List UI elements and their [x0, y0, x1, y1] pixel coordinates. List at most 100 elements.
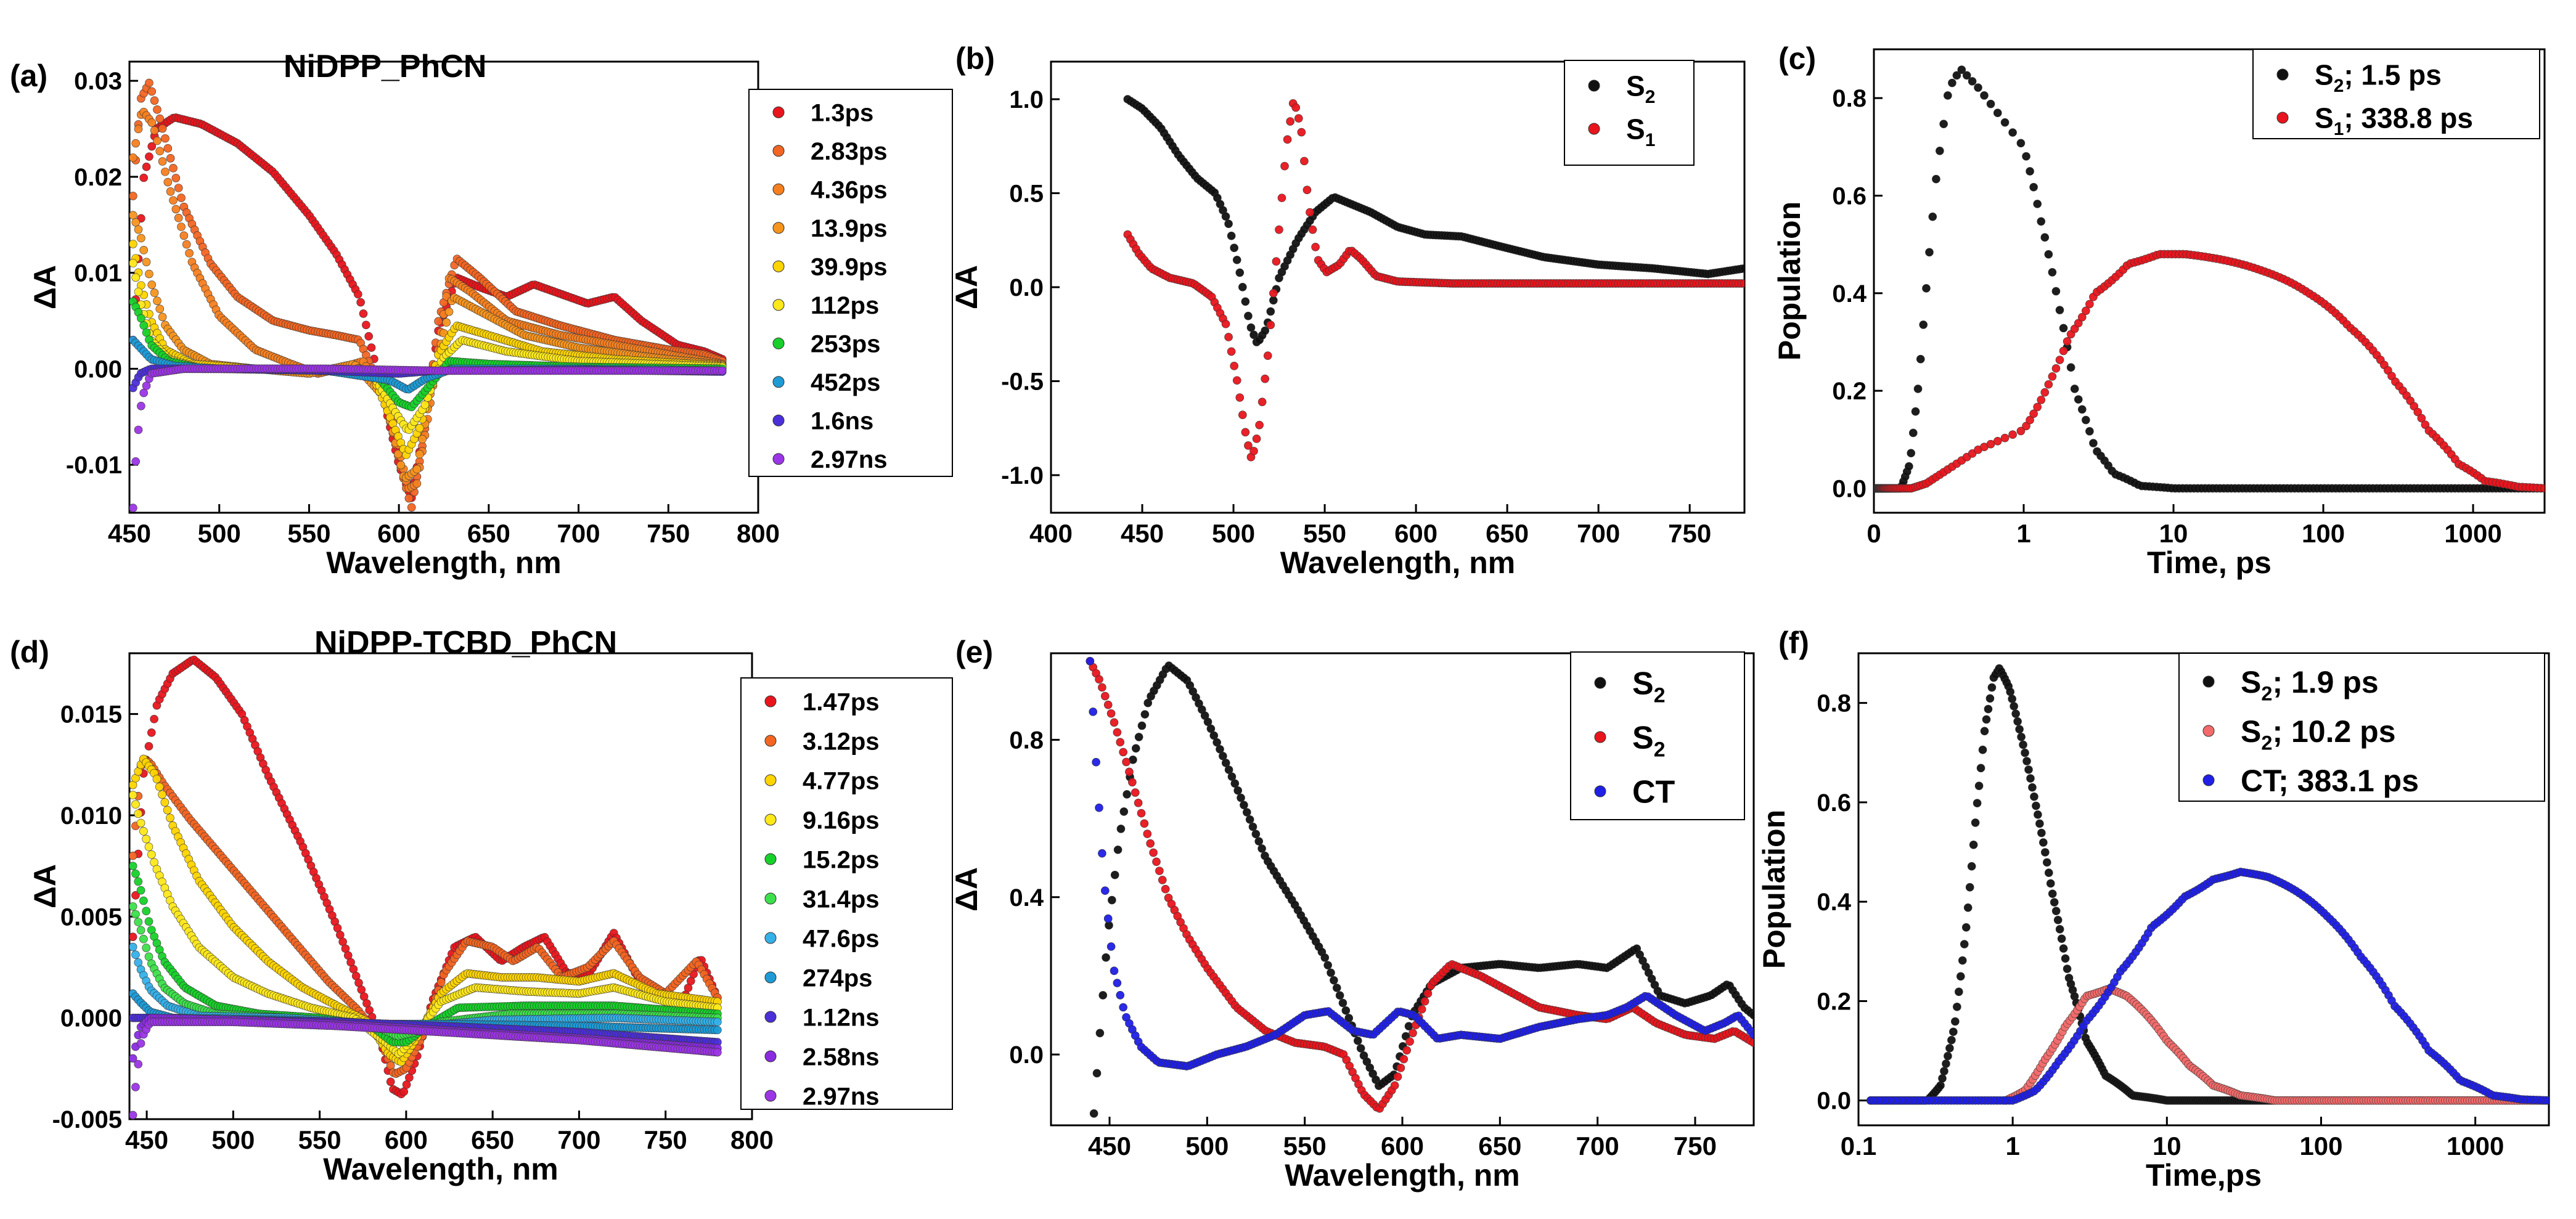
panel-label: (d) [10, 635, 49, 669]
data-point [2044, 250, 2053, 259]
data-point [150, 714, 158, 724]
data-point [1311, 242, 1320, 251]
data-point [1300, 157, 1309, 166]
legend-marker [772, 376, 785, 388]
data-point [2008, 128, 2017, 137]
series-2-97ns [129, 364, 727, 513]
data-point [174, 213, 183, 222]
data-point [158, 312, 167, 322]
x-tick-label: 450 [108, 519, 151, 548]
data-point [182, 240, 191, 249]
data-point [1968, 77, 1977, 86]
data-point [131, 457, 140, 466]
legend-marker [772, 183, 785, 195]
data-point [1986, 99, 1995, 108]
data-point [1249, 447, 1258, 455]
y-tick-label: 1.0 [1009, 86, 1044, 113]
data-point [131, 910, 140, 919]
data-point [1925, 248, 1934, 257]
data-point [129, 862, 137, 870]
data-point [139, 827, 148, 836]
data-point [1913, 385, 1923, 393]
y-axis-label: Population [1772, 202, 1807, 361]
data-point [1308, 225, 1317, 234]
data-point [1232, 376, 1241, 385]
y-tick-label: 0.0 [1009, 274, 1044, 301]
data-point [1908, 428, 1918, 438]
data-point [1939, 120, 1948, 128]
data-point [1224, 219, 1233, 228]
data-point [2029, 409, 2038, 418]
data-point [129, 932, 137, 941]
data-point [1302, 186, 1312, 195]
data-point [404, 494, 414, 503]
data-point [153, 296, 162, 305]
data-point [1974, 83, 1982, 92]
data-point [2033, 402, 2042, 412]
data-point [1235, 393, 1245, 402]
panel-label: (a) [10, 59, 47, 93]
data-point [1246, 323, 1256, 332]
legend-label: 2.83ps [811, 138, 888, 165]
data-point [1911, 407, 1920, 416]
data-point [129, 153, 137, 162]
data-point [129, 851, 137, 860]
data-point [147, 87, 157, 96]
x-tick-label: 1000 [2444, 519, 2501, 548]
data-point [131, 950, 140, 960]
data-point [166, 813, 174, 822]
y-tick-label: 0.015 [60, 701, 122, 728]
data-point [147, 850, 156, 859]
data-point [415, 423, 424, 433]
data-point [134, 225, 143, 234]
y-tick-label: -0.5 [1001, 369, 1044, 396]
x-tick-label: 750 [647, 519, 690, 548]
data-point [2037, 396, 2046, 404]
data-point [2089, 439, 2098, 447]
data-point [150, 288, 159, 297]
x-tick-label: 650 [467, 519, 510, 548]
data-point [362, 320, 370, 330]
data-point [442, 318, 451, 327]
data-point [1241, 428, 1250, 437]
data-point [1922, 284, 1931, 293]
data-point [147, 280, 157, 289]
data-point [171, 205, 181, 214]
data-point [2055, 356, 2064, 364]
legend-marker [772, 260, 785, 272]
data-point [2051, 364, 2061, 373]
data-point [2055, 306, 2064, 314]
data-point [1916, 354, 1925, 364]
data-point [142, 834, 150, 844]
y-tick-label: 0.2 [1832, 378, 1867, 405]
data-point [142, 258, 151, 266]
data-point [1907, 449, 1916, 458]
legend-marker [772, 453, 785, 465]
y-tick-label: -0.01 [66, 452, 122, 479]
data-point [150, 96, 159, 105]
data-point [169, 164, 178, 173]
legend-label: 2.97ns [811, 446, 888, 473]
data-point [137, 314, 145, 323]
x-tick-label: 700 [557, 519, 600, 548]
data-point [2026, 415, 2034, 425]
data-point [147, 728, 156, 737]
data-point [2070, 385, 2079, 393]
data-point [2048, 267, 2057, 277]
data-point [2044, 380, 2053, 389]
data-point [2016, 426, 2026, 436]
y-tick-label: 0.01 [74, 260, 122, 287]
data-point [131, 800, 140, 809]
data-point [1230, 243, 1238, 253]
data-point [1993, 436, 2002, 446]
legend-label: 452ps [811, 369, 880, 396]
x-tick-label: 550 [298, 1125, 341, 1154]
data-point [2040, 388, 2050, 397]
data-point [2000, 118, 2010, 127]
y-tick-label: 0.5 [1009, 181, 1044, 208]
data-point [142, 944, 150, 952]
y-tick-label: 0.8 [1832, 85, 1867, 112]
data-point [1235, 268, 1245, 277]
data-point [1306, 208, 1314, 217]
data-point [1944, 91, 1952, 100]
